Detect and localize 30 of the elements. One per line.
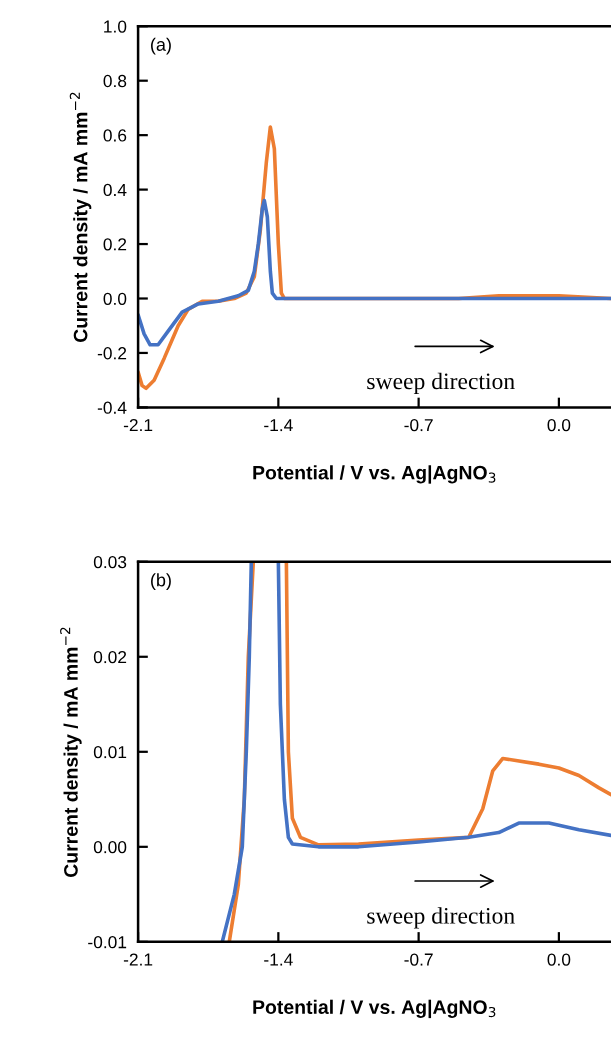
line-series [138,198,611,347]
y-tick-label: 0.8 [103,74,127,88]
y-tick-label: 0.03 [93,555,127,569]
y-tick-label: -0.01 [88,936,127,949]
x-tick-label: -2.1 [123,418,153,432]
y-tick-label: 0.00 [93,840,127,854]
y-tick-label: 1.0 [104,20,127,33]
y-tick-label: 0.02 [93,650,127,664]
annotation: sweep direction [367,372,515,395]
y-tick-label: 0.2 [103,238,127,251]
x-tick-label: -1.4 [264,419,293,432]
annotation: (a) [151,37,171,55]
y-tick-label: 0.4 [103,183,127,197]
x-tick-label: -1.4 [264,953,293,966]
x-tick-label: 0.0 [547,953,571,966]
annotation: (b) [151,573,171,590]
y-axis-title: Current density / mA mm$^{−2}$ [60,627,82,877]
y-tick-label: 0.0 [103,292,127,305]
y-tick-label: -0.4 [97,401,127,414]
y-tick-label: 0.6 [103,129,127,142]
x-tick-label: 0.0 [547,418,571,432]
x-axis-title: Potential / V vs. Ag|AgNO$_{3}$ [253,465,496,484]
x-tick-label: -0.7 [404,418,433,432]
x-axis-title: Potential / V vs. Ag|AgNO$_{3}$ [253,999,496,1019]
y-tick-label: -0.2 [97,347,127,360]
y-tick-label: 0.01 [93,745,127,759]
x-tick-label: -0.7 [404,953,433,966]
x-tick-label: -2.1 [123,953,153,966]
y-axis-title: Current density / mA mm$^{−2}$ [69,92,92,343]
annotation: sweep direction [367,907,515,929]
